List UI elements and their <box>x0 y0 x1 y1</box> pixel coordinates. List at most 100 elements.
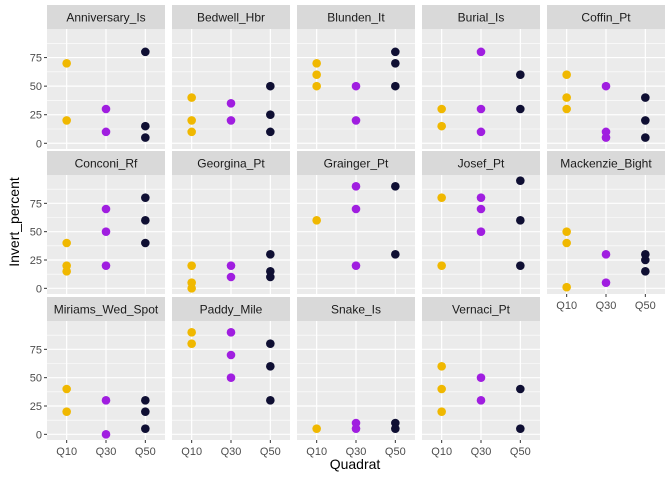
data-point-q50 <box>141 193 150 202</box>
data-point-q50 <box>141 424 150 433</box>
data-point-q50 <box>516 424 525 433</box>
data-point-q10 <box>562 282 571 292</box>
data-point-q10 <box>437 407 446 416</box>
panel-strip <box>297 151 415 175</box>
x-tick-label: Q30 <box>221 446 242 458</box>
data-point-q30 <box>476 227 486 236</box>
data-point-q10 <box>437 193 446 202</box>
y-tick-label: 50 <box>30 81 42 93</box>
data-point-q30 <box>101 127 111 137</box>
data-point-q30 <box>101 396 111 405</box>
panel-strip-label: Conconi_Rf <box>75 157 138 171</box>
data-point-q10 <box>562 93 571 102</box>
panel-strip <box>297 297 415 321</box>
panel-strip <box>547 151 665 175</box>
data-point-q50 <box>641 255 650 265</box>
data-point-q10 <box>62 116 71 125</box>
y-tick-label: 0 <box>36 283 42 295</box>
data-point-q10 <box>312 70 321 80</box>
panel-snake-is: Snake_Is <box>297 297 415 440</box>
panel-strip-label: Miriams_Wed_Spot <box>54 303 159 317</box>
data-point-q30 <box>226 261 236 270</box>
panel-strip-label: Bedwell_Hbr <box>197 11 265 25</box>
y-tick-label: 0 <box>36 429 42 441</box>
data-point-q10 <box>187 116 196 125</box>
y-tick-label: 25 <box>30 255 42 267</box>
data-point-q50 <box>391 424 400 433</box>
data-point-q30 <box>351 424 361 433</box>
data-point-q30 <box>351 204 361 214</box>
panel-strip <box>172 151 290 175</box>
data-point-q50 <box>641 267 650 276</box>
data-point-q10 <box>437 384 446 394</box>
x-tick-label: Q10 <box>306 446 327 458</box>
x-tick-label: Q30 <box>596 300 617 312</box>
data-point-q10 <box>187 328 196 337</box>
panel-strip <box>47 151 165 175</box>
panel-coffin-pt: Coffin_Pt <box>547 5 665 149</box>
panel-strip-label: Burial_Is <box>458 11 505 25</box>
panels-layer: Anniversary_Is Bedwell_Hbr Blunden_It Buria… <box>47 5 665 440</box>
data-point-q10 <box>562 238 571 248</box>
data-point-q30 <box>476 204 486 214</box>
data-point-q30 <box>601 250 611 259</box>
data-point-q50 <box>516 261 525 270</box>
data-point-q30 <box>601 81 611 91</box>
x-tick-label: Q50 <box>260 446 281 458</box>
x-tick-label: Q10 <box>556 300 577 312</box>
data-point-q10 <box>187 339 196 348</box>
data-point-q50 <box>266 127 275 137</box>
data-point-q50 <box>141 133 150 142</box>
data-point-q10 <box>562 70 571 80</box>
data-point-q30 <box>226 350 236 360</box>
panel-strip-label: Mackenzie_Bight <box>560 157 652 171</box>
x-tick-label: Q50 <box>510 446 531 458</box>
data-point-q10 <box>437 362 446 371</box>
data-point-q10 <box>437 261 446 270</box>
data-point-q10 <box>437 121 446 131</box>
data-point-q10 <box>437 104 446 114</box>
data-point-q10 <box>312 424 321 433</box>
data-point-q50 <box>266 250 275 259</box>
panel-strip <box>422 151 540 175</box>
data-point-q50 <box>516 104 525 114</box>
data-point-q50 <box>391 182 400 191</box>
data-point-q30 <box>601 278 611 287</box>
data-point-q10 <box>187 261 196 270</box>
panel-anniversary-is: Anniversary_Is <box>47 5 165 149</box>
data-point-q10 <box>62 384 71 394</box>
data-point-q30 <box>476 193 486 202</box>
panel-strip-label: Georgina_Pt <box>197 157 265 171</box>
data-point-q50 <box>641 116 650 125</box>
data-point-q30 <box>226 272 236 282</box>
x-tick-label: Q30 <box>346 446 367 458</box>
data-point-q50 <box>141 407 150 416</box>
data-point-q50 <box>391 250 400 259</box>
panel-mackenzie-bight: Mackenzie_Bight <box>547 151 665 294</box>
data-point-q30 <box>476 127 486 137</box>
data-point-q30 <box>226 98 236 108</box>
data-point-q10 <box>562 104 571 114</box>
panel-strip-label: Snake_Is <box>331 303 381 317</box>
data-point-q10 <box>312 58 321 68</box>
y-tick-label: 75 <box>30 198 42 210</box>
x-tick-label: Q10 <box>56 446 77 458</box>
panel-georgina-pt: Georgina_Pt <box>172 151 290 294</box>
data-point-q30 <box>101 430 111 439</box>
y-tick-label: 0 <box>36 138 42 150</box>
y-tick-label: 25 <box>30 110 42 122</box>
data-point-q30 <box>351 261 361 270</box>
data-point-q50 <box>516 216 525 225</box>
data-point-q50 <box>266 272 275 282</box>
panel-strip-label: Grainger_Pt <box>324 157 389 171</box>
data-point-q50 <box>391 81 400 91</box>
data-point-q30 <box>226 328 236 337</box>
panel-conconi-rf: Conconi_Rf <box>47 151 165 294</box>
data-point-q30 <box>226 373 236 382</box>
y-tick-label: 75 <box>30 53 42 65</box>
x-tick-label: Q10 <box>431 446 452 458</box>
panel-strip <box>172 297 290 321</box>
data-point-q50 <box>266 339 275 348</box>
data-point-q50 <box>516 70 525 80</box>
panel-strip <box>422 297 540 321</box>
